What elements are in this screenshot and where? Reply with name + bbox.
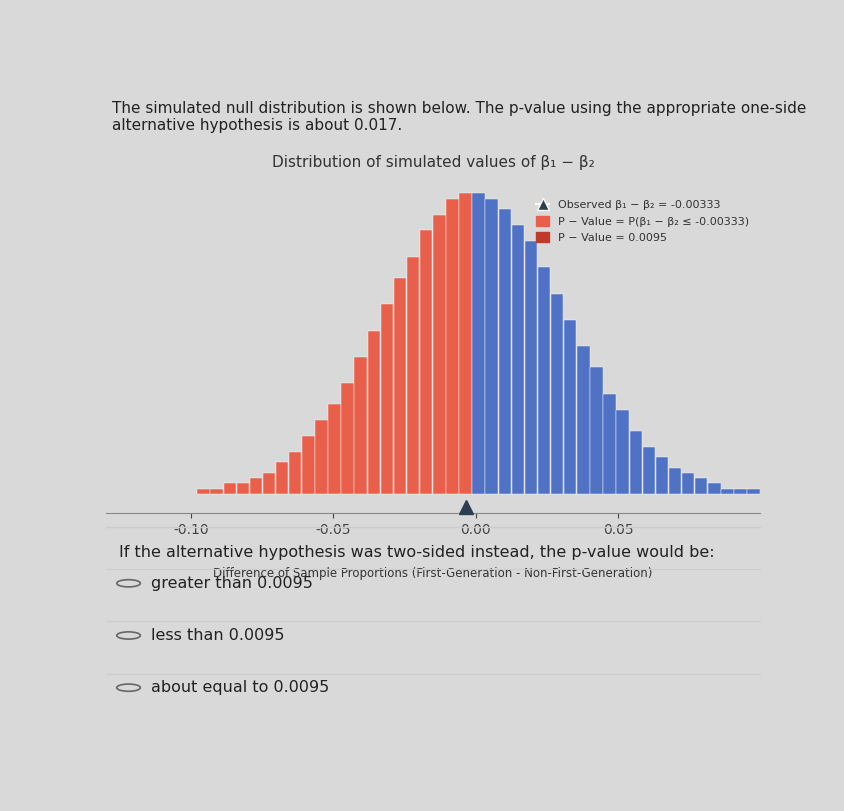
- Bar: [210, 489, 223, 494]
- Bar: [589, 367, 602, 494]
- Bar: [432, 215, 445, 494]
- Bar: [524, 241, 537, 494]
- Bar: [733, 489, 746, 494]
- Bar: [236, 483, 249, 494]
- Bar: [407, 257, 419, 494]
- Bar: [550, 294, 563, 494]
- Bar: [302, 436, 314, 494]
- Bar: [289, 452, 301, 494]
- Legend: Observed β₁ − β₂ = -0.00333, P − Value = P(β₁ − β₂ ≤ -0.00333), P − Value = 0.00: Observed β₁ − β₂ = -0.00333, P − Value =…: [530, 194, 754, 248]
- Bar: [393, 278, 406, 494]
- Bar: [250, 478, 262, 494]
- Bar: [223, 483, 235, 494]
- Bar: [367, 331, 380, 494]
- Bar: [564, 320, 576, 494]
- Bar: [341, 384, 354, 494]
- Bar: [616, 410, 628, 494]
- Bar: [511, 225, 523, 494]
- Bar: [668, 468, 680, 494]
- Bar: [707, 483, 720, 494]
- Bar: [419, 230, 432, 494]
- Bar: [275, 462, 288, 494]
- Bar: [576, 346, 589, 494]
- Bar: [694, 478, 706, 494]
- Bar: [681, 473, 694, 494]
- Bar: [721, 489, 733, 494]
- Bar: [459, 194, 471, 494]
- Bar: [629, 431, 641, 494]
- Bar: [498, 209, 511, 494]
- Bar: [380, 304, 392, 494]
- Text: about equal to 0.0095: about equal to 0.0095: [151, 680, 329, 695]
- Bar: [354, 357, 366, 494]
- Text: If the alternative hypothesis was two-sided instead, the p-value would be:: If the alternative hypothesis was two-si…: [118, 545, 713, 560]
- Bar: [484, 199, 497, 494]
- Bar: [472, 194, 484, 494]
- Bar: [197, 489, 209, 494]
- X-axis label: Difference of Sample Proportions (First-Generation - Non-First-Generation): Difference of Sample Proportions (First-…: [214, 567, 652, 580]
- Bar: [603, 394, 615, 494]
- Text: greater than 0.0095: greater than 0.0095: [151, 576, 313, 590]
- Bar: [537, 268, 549, 494]
- Bar: [262, 473, 275, 494]
- Bar: [655, 457, 668, 494]
- Bar: [327, 405, 340, 494]
- Bar: [446, 199, 458, 494]
- Title: Distribution of simulated values of β₁ − β₂: Distribution of simulated values of β₁ −…: [272, 156, 593, 170]
- Text: The simulated null distribution is shown below. The p-value using the appropriat: The simulated null distribution is shown…: [112, 101, 805, 133]
- Bar: [641, 447, 654, 494]
- Text: less than 0.0095: less than 0.0095: [151, 628, 284, 643]
- Bar: [315, 420, 327, 494]
- Bar: [746, 489, 759, 494]
